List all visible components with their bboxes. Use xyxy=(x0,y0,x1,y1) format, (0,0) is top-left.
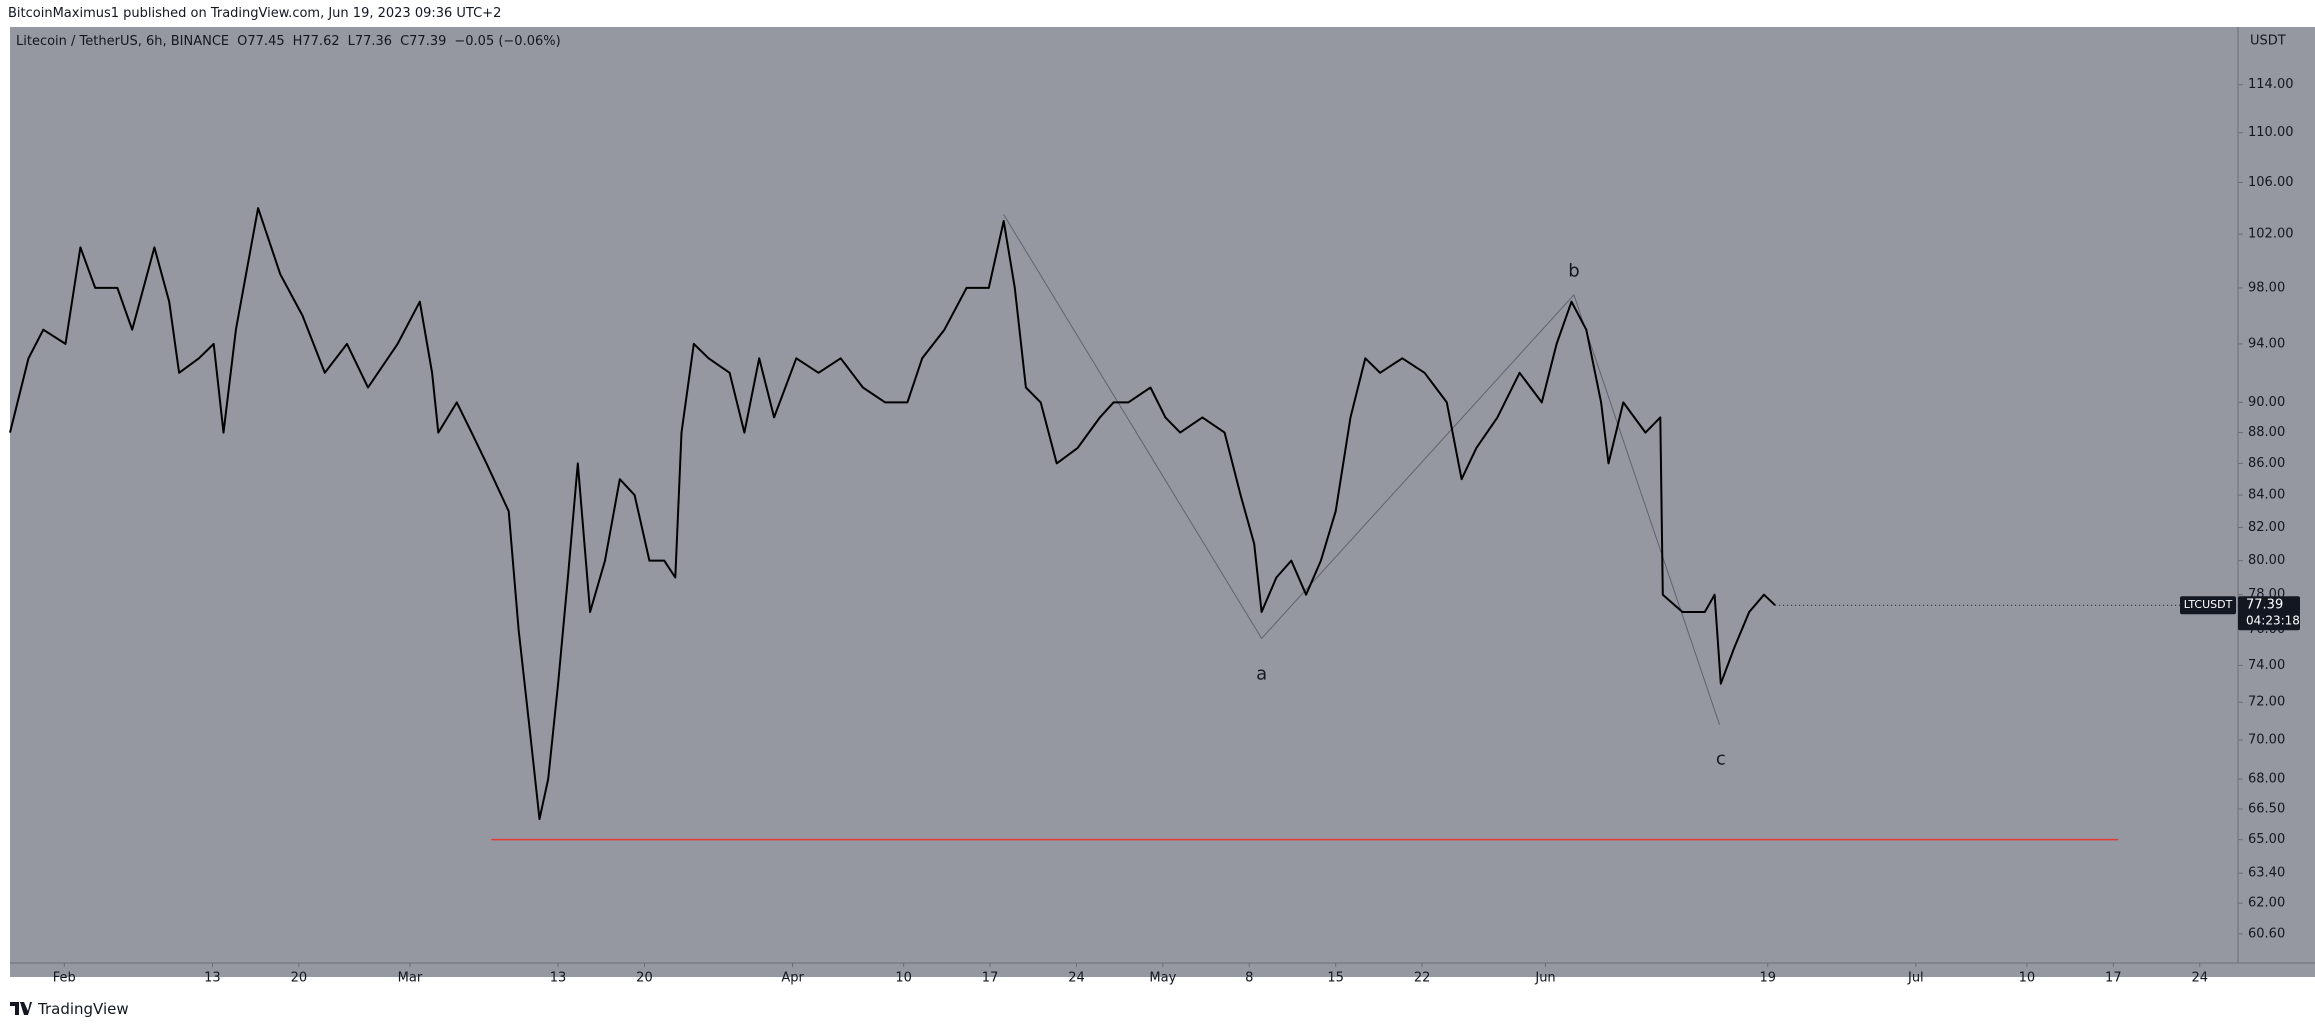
y-tick-label: 80.00 xyxy=(2248,553,2285,568)
y-unit: USDT xyxy=(2250,34,2286,49)
y-tick-label: 65.00 xyxy=(2248,832,2285,847)
countdown: 04:23:18 xyxy=(2246,614,2300,628)
wave-label: b xyxy=(1568,261,1579,282)
x-tick-label: 13 xyxy=(204,971,221,986)
y-tick-label: 110.00 xyxy=(2248,125,2294,140)
y-tick-label: 68.00 xyxy=(2248,772,2285,787)
wave-label: c xyxy=(1716,748,1726,769)
x-tick-label: 17 xyxy=(982,971,999,986)
x-tick-label: May xyxy=(1149,971,1176,986)
x-tick-label: 15 xyxy=(1327,971,1344,986)
ohlc-label: C xyxy=(400,34,409,49)
ohlc-label: O xyxy=(237,34,247,49)
y-tick-label: 60.60 xyxy=(2248,926,2285,941)
y-tick-label: 114.00 xyxy=(2248,77,2294,92)
x-tick-label: Apr xyxy=(781,971,804,986)
ohlc-label: H xyxy=(293,34,303,49)
y-tick-label: 94.00 xyxy=(2248,336,2285,351)
logo xyxy=(10,1002,32,1015)
y-tick-label: 74.00 xyxy=(2248,658,2285,673)
plot-background xyxy=(10,27,2315,977)
ohlc-label: L xyxy=(348,34,356,49)
publisher: BitcoinMaximus1 published on TradingView… xyxy=(8,6,502,21)
chart: USDT 60.60 62.00 63.40 65.00 66.50 68.00 70.00 7… xyxy=(9,27,2315,986)
y-tick-label: 82.00 xyxy=(2248,520,2285,535)
legend: Litecoin / TetherUS, 6h, BINANCE O77.45 H7… xyxy=(16,34,561,49)
footer: TradingView xyxy=(10,1000,129,1018)
x-tick-label: 13 xyxy=(550,971,567,986)
x-tick-label: 22 xyxy=(1414,971,1431,986)
symbol-title: Litecoin / TetherUS, 6h, BINANCE xyxy=(16,34,229,49)
y-tick-label: 102.00 xyxy=(2248,227,2294,242)
x-tick-label: Jul xyxy=(1907,971,1924,986)
x-tick-label: 20 xyxy=(636,971,653,986)
y-tick-label: 72.00 xyxy=(2248,695,2285,710)
y-tick-label: 90.00 xyxy=(2248,395,2285,410)
x-tick-label: 20 xyxy=(291,971,308,986)
x-tick-label: Feb xyxy=(53,971,76,986)
change: −0.05 (−0.06%) xyxy=(454,34,560,49)
x-tick-label: Mar xyxy=(398,971,423,986)
y-tick-label: 70.00 xyxy=(2248,733,2285,748)
x-tick-label: 10 xyxy=(895,971,912,986)
x-tick-label: Jun xyxy=(1534,971,1555,986)
y-tick-label: 106.00 xyxy=(2248,175,2294,190)
y-tick-label: 84.00 xyxy=(2248,488,2285,503)
y-tick-label: 98.00 xyxy=(2248,280,2285,295)
price-tag-value: 77.39 xyxy=(2246,598,2283,613)
x-tick-label: 19 xyxy=(1759,971,1776,986)
x-tick-label: 24 xyxy=(2191,971,2208,986)
ohlc-value: 77.45 xyxy=(247,34,284,49)
y-tick-label: 63.40 xyxy=(2248,866,2285,881)
y-tick-label: 62.00 xyxy=(2248,896,2285,911)
price-line xyxy=(9,207,1776,821)
wave-line xyxy=(1003,214,1721,725)
y-tick-label: 66.50 xyxy=(2248,802,2285,817)
symbol-tag xyxy=(2180,596,2236,615)
x-tick-label: 24 xyxy=(1068,971,1085,986)
brand: TradingView xyxy=(38,1000,129,1018)
y-tick-label: 88.00 xyxy=(2248,425,2285,440)
wave-label: a xyxy=(1256,664,1267,685)
symbol-name: LTCUSDT xyxy=(2184,598,2233,611)
y-tick-label: 86.00 xyxy=(2248,456,2285,471)
x-tick-label: 8 xyxy=(1245,971,1253,986)
x-tick-label: 17 xyxy=(2105,971,2122,986)
ohlc-value: 77.36 xyxy=(355,34,392,49)
ohlc-value: 77.62 xyxy=(302,34,339,49)
x-tick-label: 10 xyxy=(2019,971,2036,986)
price-tag xyxy=(2238,596,2300,631)
ohlc-value: 77.39 xyxy=(409,34,446,49)
